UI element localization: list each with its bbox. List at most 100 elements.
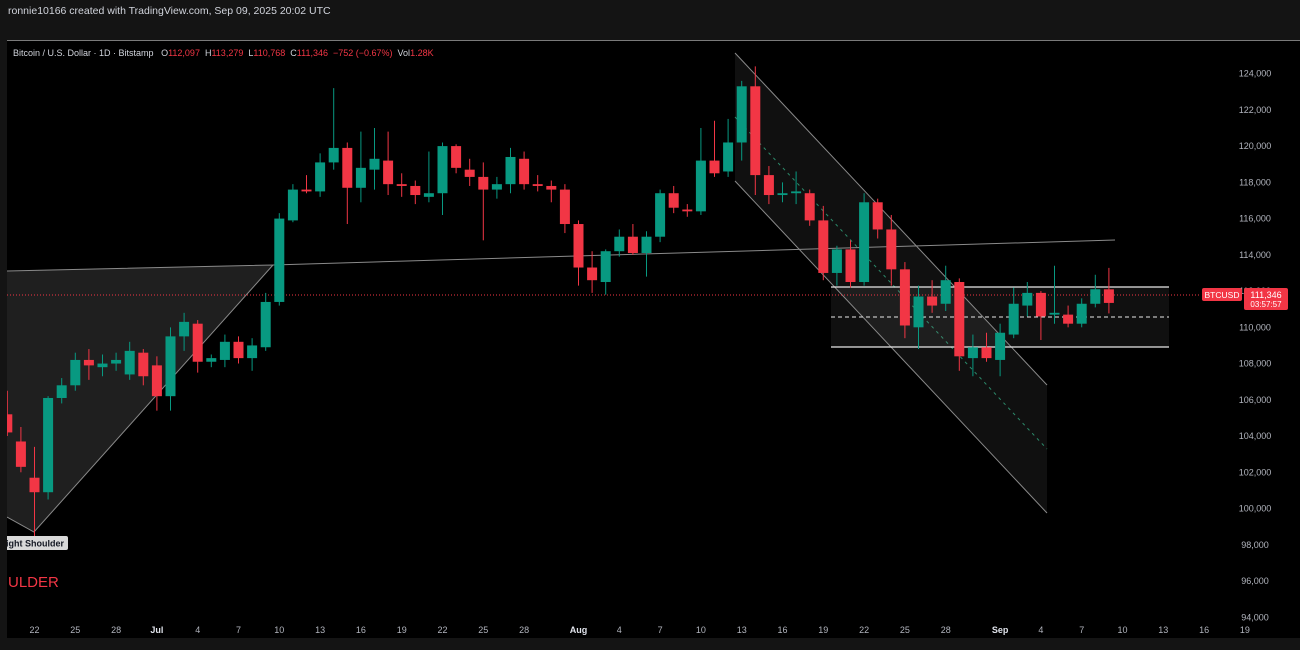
candle — [15, 426, 26, 473]
candle — [913, 285, 924, 350]
candle — [410, 180, 421, 205]
candle-body — [913, 296, 924, 328]
candle — [831, 245, 842, 286]
time-tick-label: 25 — [70, 625, 80, 635]
candle-body — [559, 189, 570, 225]
candle-body — [709, 160, 720, 174]
candle — [219, 334, 230, 368]
candle — [247, 338, 258, 371]
candle-body — [519, 158, 530, 185]
candle-body — [818, 220, 829, 273]
candle-body — [423, 193, 434, 197]
price-tick-label: 108,000 — [1239, 359, 1272, 369]
time-tick-label: 19 — [397, 625, 407, 635]
time-tick-label: 16 — [1199, 625, 1209, 635]
candle-body — [478, 176, 489, 190]
candle-body — [7, 414, 13, 433]
candle — [655, 189, 666, 243]
candle — [750, 66, 761, 196]
candle — [600, 249, 611, 295]
candle — [1090, 274, 1101, 308]
candle-body — [1022, 292, 1033, 306]
candles-layer — [7, 66, 1114, 538]
export-caption: ronnie10166 created with TradingView.com… — [8, 5, 331, 17]
candle-body — [777, 193, 788, 196]
candlestick-chart[interactable]: 94,000 96,000 98,000 100,000 102,000 104,000 1… — [7, 41, 1300, 639]
candle — [491, 176, 502, 199]
candle — [899, 262, 910, 339]
price-tick-label: 114,000 — [1239, 250, 1271, 260]
candle-body — [736, 86, 747, 143]
legend-close-label: C — [290, 48, 297, 58]
candle-body — [668, 193, 679, 208]
time-axis[interactable]: 22 25 28 Jul 4 7 10 13 16 19 22 25 28 Aug 4 7 10 13 16 19 22… — [29, 625, 1249, 635]
head-and-shoulders-line — [7, 264, 275, 533]
legend-close-value: 111,346 — [296, 48, 328, 58]
legend-high-label: H — [204, 48, 212, 58]
candle-body — [383, 160, 394, 185]
candle-body — [491, 184, 502, 190]
candle — [682, 204, 693, 217]
candle-body — [179, 321, 190, 337]
candle — [723, 118, 734, 177]
candle-body — [138, 352, 149, 377]
candle-body — [655, 193, 666, 237]
candle — [818, 205, 829, 281]
candle-body — [451, 146, 462, 168]
candle — [464, 158, 475, 186]
time-tick-label: 25 — [900, 625, 910, 635]
candle-body — [1076, 303, 1087, 324]
candle — [328, 88, 339, 170]
price-tick-label: 104,000 — [1239, 431, 1272, 441]
candle — [192, 320, 203, 373]
legend-open-label: O — [161, 48, 169, 58]
trend-line — [272, 239, 1116, 266]
time-tick-label: 7 — [236, 625, 241, 635]
candle-body — [791, 191, 802, 194]
candle-body — [845, 249, 856, 283]
time-tick-label: 16 — [356, 625, 366, 635]
candle — [29, 446, 40, 538]
candle — [260, 292, 271, 351]
candle — [845, 240, 856, 288]
candle-body — [614, 236, 625, 252]
candle-body — [763, 175, 774, 196]
candle — [995, 323, 1006, 377]
candle-body — [165, 336, 176, 397]
candle — [7, 390, 13, 437]
candle-body — [464, 169, 475, 177]
candle — [1035, 291, 1046, 340]
time-tick-label: 13 — [737, 625, 747, 635]
candle-body — [396, 184, 407, 186]
candle — [369, 127, 380, 190]
candle — [954, 278, 965, 371]
candle-body — [287, 189, 298, 221]
candle — [587, 251, 598, 293]
candle-body — [56, 385, 67, 398]
chart-area[interactable]: 94,000 96,000 98,000 100,000 102,000 104,000 1… — [7, 40, 1300, 639]
candle-body — [369, 158, 380, 170]
candle — [124, 341, 135, 380]
symbol-legend: Bitcoin / U.S. Dollar · 1D · Bitstamp O 1… — [13, 48, 434, 58]
time-tick-label: 13 — [1158, 625, 1168, 635]
symbol-tag-text: BTCUSD — [1205, 290, 1240, 300]
candle — [287, 184, 298, 223]
candle — [695, 127, 706, 215]
candle-body — [954, 282, 965, 357]
price-tick-label: 118,000 — [1239, 177, 1271, 187]
candle-body — [151, 365, 162, 397]
candle — [478, 162, 489, 241]
last-price-box — [1244, 288, 1288, 310]
bottom-bar — [0, 638, 1300, 650]
right-shoulder-label: ight Shoulder — [7, 536, 68, 550]
candle-body — [70, 359, 81, 386]
candle-body — [546, 185, 557, 190]
legend-title: Bitcoin / U.S. Dollar · 1D · Bitstamp — [13, 48, 154, 58]
candle — [97, 354, 108, 377]
candle-body — [1049, 312, 1060, 315]
candle-body — [927, 296, 938, 306]
legend-change: −752 (−0.67%) — [332, 48, 393, 58]
price-axis[interactable]: 94,000 96,000 98,000 100,000 102,000 104,000 1… — [1239, 69, 1272, 623]
candle — [301, 175, 312, 194]
candle — [165, 327, 176, 411]
